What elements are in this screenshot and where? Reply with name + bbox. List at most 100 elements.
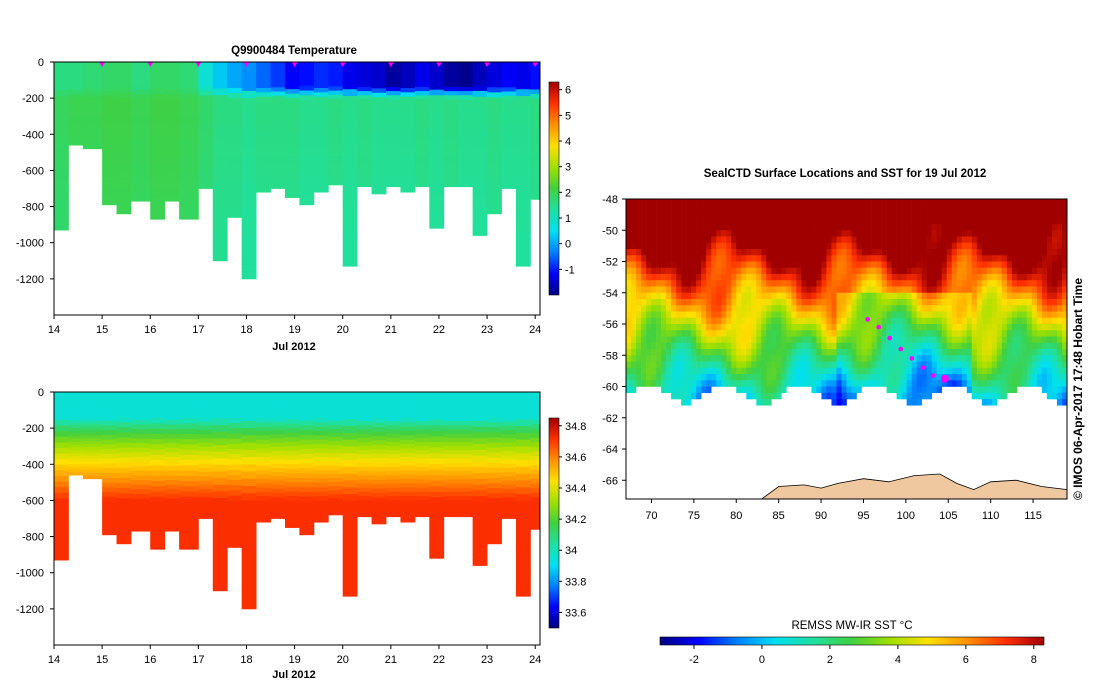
sst-cell — [706, 205, 712, 212]
sst-cell — [961, 217, 968, 225]
sst-cell — [986, 236, 993, 244]
sst-cell — [856, 336, 862, 344]
sst-cell — [976, 386, 983, 394]
salinity-cell — [82, 455, 103, 459]
sst-cell — [911, 299, 917, 306]
salinity-cell — [227, 433, 243, 440]
sst-cell — [636, 299, 642, 306]
sst-cell — [1036, 355, 1043, 362]
salinity-cell — [102, 406, 117, 412]
temperature-cell — [270, 154, 286, 160]
salinity-cell — [501, 434, 517, 439]
x-tick-label: 85 — [773, 510, 785, 522]
sst-cell — [741, 249, 747, 256]
sst-cell — [751, 386, 757, 394]
sst-cell — [976, 317, 983, 325]
temperature-cell — [342, 170, 358, 179]
temperature-cell — [371, 97, 387, 102]
sst-cell — [691, 230, 697, 237]
sst-cell — [656, 211, 662, 219]
temperature-cell — [164, 177, 180, 183]
sst-cell — [881, 342, 887, 350]
temperature-cell — [357, 99, 372, 104]
temperature-cell — [130, 71, 151, 77]
sst-cell — [711, 361, 717, 369]
salinity-cell — [299, 487, 315, 493]
sst-cell — [681, 342, 687, 350]
sst-cell — [771, 242, 777, 250]
sst-cell — [816, 242, 822, 250]
sst-cell — [801, 380, 807, 387]
sst-cell — [1021, 199, 1028, 206]
sst-cell — [761, 299, 767, 306]
sst-cell — [761, 349, 767, 356]
sst-cell — [801, 211, 807, 219]
sst-cell — [851, 380, 857, 387]
sst-cell — [971, 280, 978, 287]
salinity-cell — [458, 462, 474, 468]
temperature-cell — [54, 196, 69, 203]
salinity-cell — [68, 408, 84, 412]
sst-cell — [756, 205, 762, 212]
sst-cell — [716, 361, 722, 369]
sst-cell — [656, 380, 662, 387]
sst-cell — [1046, 261, 1053, 269]
salinity-cell — [458, 396, 474, 401]
sst-cell — [711, 292, 717, 300]
temperature-cell — [501, 104, 517, 109]
salinity-cell — [515, 460, 531, 468]
sst-cell — [721, 211, 727, 219]
temperature-cell — [342, 259, 358, 267]
temperature-cell — [328, 94, 344, 100]
y-tick-label: -1000 — [16, 568, 44, 580]
sst-cell — [801, 324, 807, 331]
temperature-cell — [487, 203, 502, 210]
salinity-cell — [342, 473, 358, 481]
sst-cell — [811, 361, 817, 369]
temperature-cell — [270, 133, 286, 139]
sst-cell — [986, 386, 993, 394]
sst-cell — [961, 380, 968, 387]
temperature-cell — [371, 123, 387, 129]
temperature-cell — [371, 180, 387, 186]
salinity-cell — [313, 504, 329, 510]
salinity-cell — [414, 487, 430, 493]
temperature-cell — [179, 109, 199, 115]
temperature-cell — [130, 80, 151, 86]
sst-cell — [1001, 305, 1008, 312]
sst-cell — [991, 349, 998, 356]
sst-cell — [791, 199, 797, 206]
sst-cell — [1056, 399, 1063, 406]
sst-cell — [746, 311, 752, 319]
temperature-cell — [54, 224, 69, 231]
sst-cell — [981, 367, 988, 375]
sst-cell — [981, 361, 988, 369]
sst-cell — [1031, 317, 1038, 325]
sst-cell — [906, 236, 912, 244]
temperature-cell — [164, 150, 180, 156]
sst-cell — [691, 255, 697, 262]
sst-cell — [846, 380, 852, 387]
sst-cell — [821, 255, 827, 262]
sst-cell — [766, 292, 772, 300]
salinity-cell — [414, 470, 430, 476]
sst-cell — [916, 224, 922, 231]
sst-cell — [871, 342, 877, 350]
sst-cell — [886, 217, 892, 225]
sst-cell — [1036, 324, 1043, 331]
salinity-cell — [443, 446, 459, 451]
temperature-cell — [102, 195, 117, 201]
sst-cell — [946, 292, 953, 300]
sst-cell — [881, 324, 887, 331]
temperature-cell — [515, 157, 531, 165]
sst-cell — [1061, 342, 1068, 350]
sst-cell — [726, 311, 732, 319]
sst-cell — [966, 361, 973, 369]
salinity-cell — [487, 493, 502, 499]
sst-cell — [816, 236, 822, 244]
salinity-cell — [458, 429, 474, 434]
temperature-cell — [299, 138, 315, 144]
sst-cell — [866, 199, 872, 206]
sst-cell — [936, 299, 943, 306]
